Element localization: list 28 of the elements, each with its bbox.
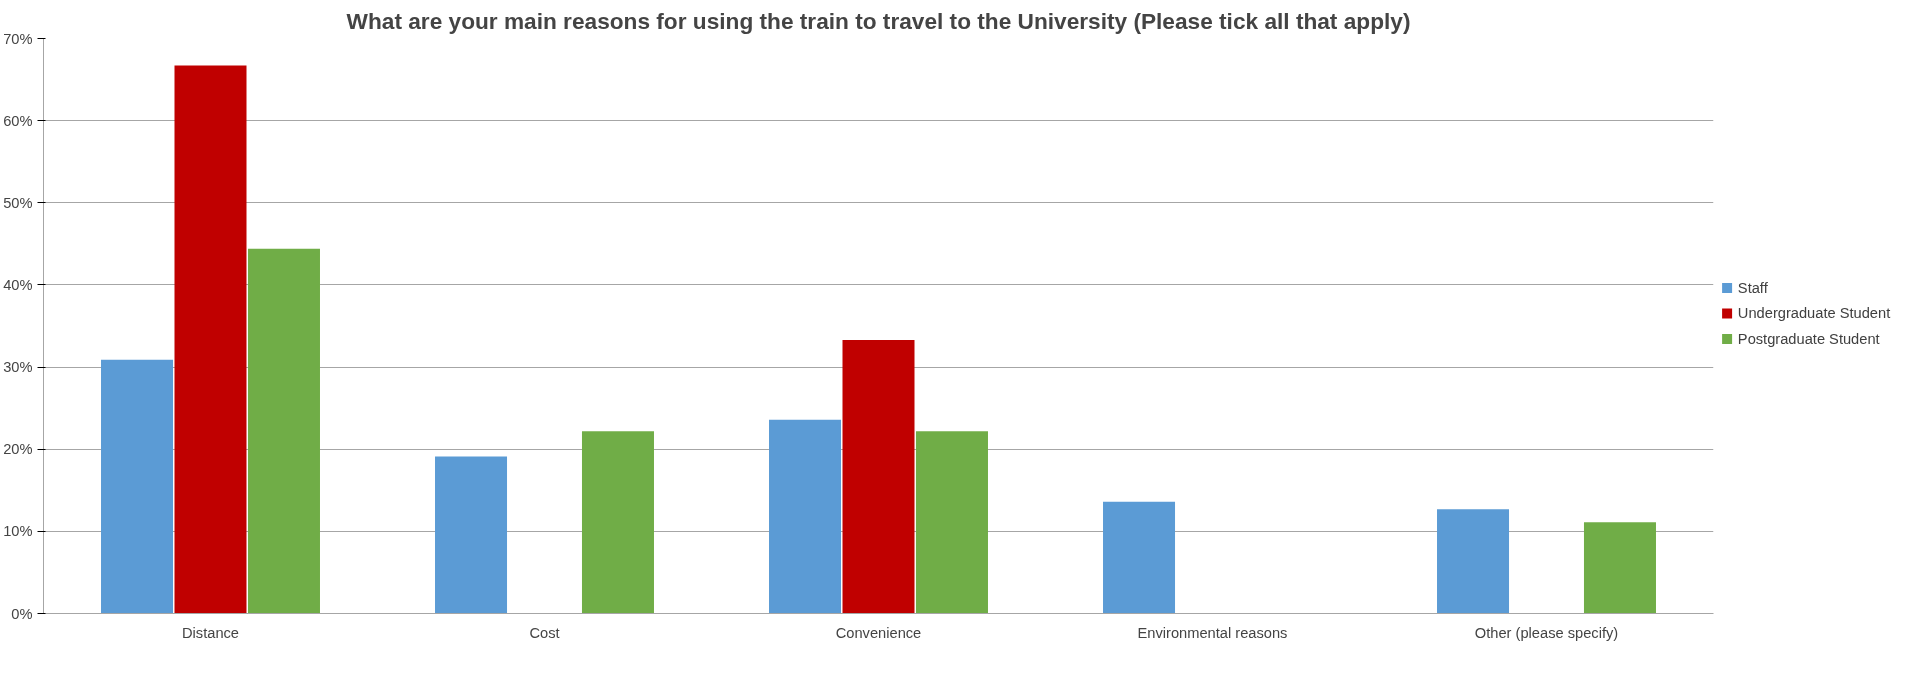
bar	[435, 456, 508, 614]
x-tick-label: Environmental reasons	[1137, 624, 1288, 641]
legend-label: Undergraduate Student	[1737, 305, 1891, 322]
bar	[1103, 501, 1176, 614]
bar	[581, 431, 654, 614]
bar	[174, 65, 247, 614]
y-tick-label: 0%	[11, 605, 33, 622]
bar	[1437, 509, 1510, 614]
legend-label: Postgraduate Student	[1737, 331, 1880, 348]
legend-label: Staff	[1737, 279, 1769, 296]
y-tick-label: 20%	[3, 441, 33, 458]
bar	[915, 431, 988, 614]
y-tick-label: 40%	[3, 276, 33, 293]
x-tick-label: Cost	[529, 624, 560, 641]
bar	[247, 248, 320, 614]
bar	[1583, 522, 1656, 614]
x-tick-label: Other (please specify)	[1474, 624, 1619, 641]
y-tick-label: 30%	[3, 359, 33, 376]
bar	[101, 359, 174, 614]
chart-title: What are your main reasons for using the train to travel to the University (Please tick all that apply)	[346, 7, 1411, 34]
x-tick-label: Convenience	[835, 624, 922, 641]
y-tick-label: 60%	[3, 112, 33, 129]
bar	[842, 339, 915, 614]
bar	[769, 419, 842, 614]
y-tick-label: 70%	[3, 30, 33, 47]
y-tick-label: 10%	[3, 523, 33, 540]
y-tick-label: 50%	[3, 194, 33, 211]
x-tick-label: Distance	[181, 624, 240, 641]
